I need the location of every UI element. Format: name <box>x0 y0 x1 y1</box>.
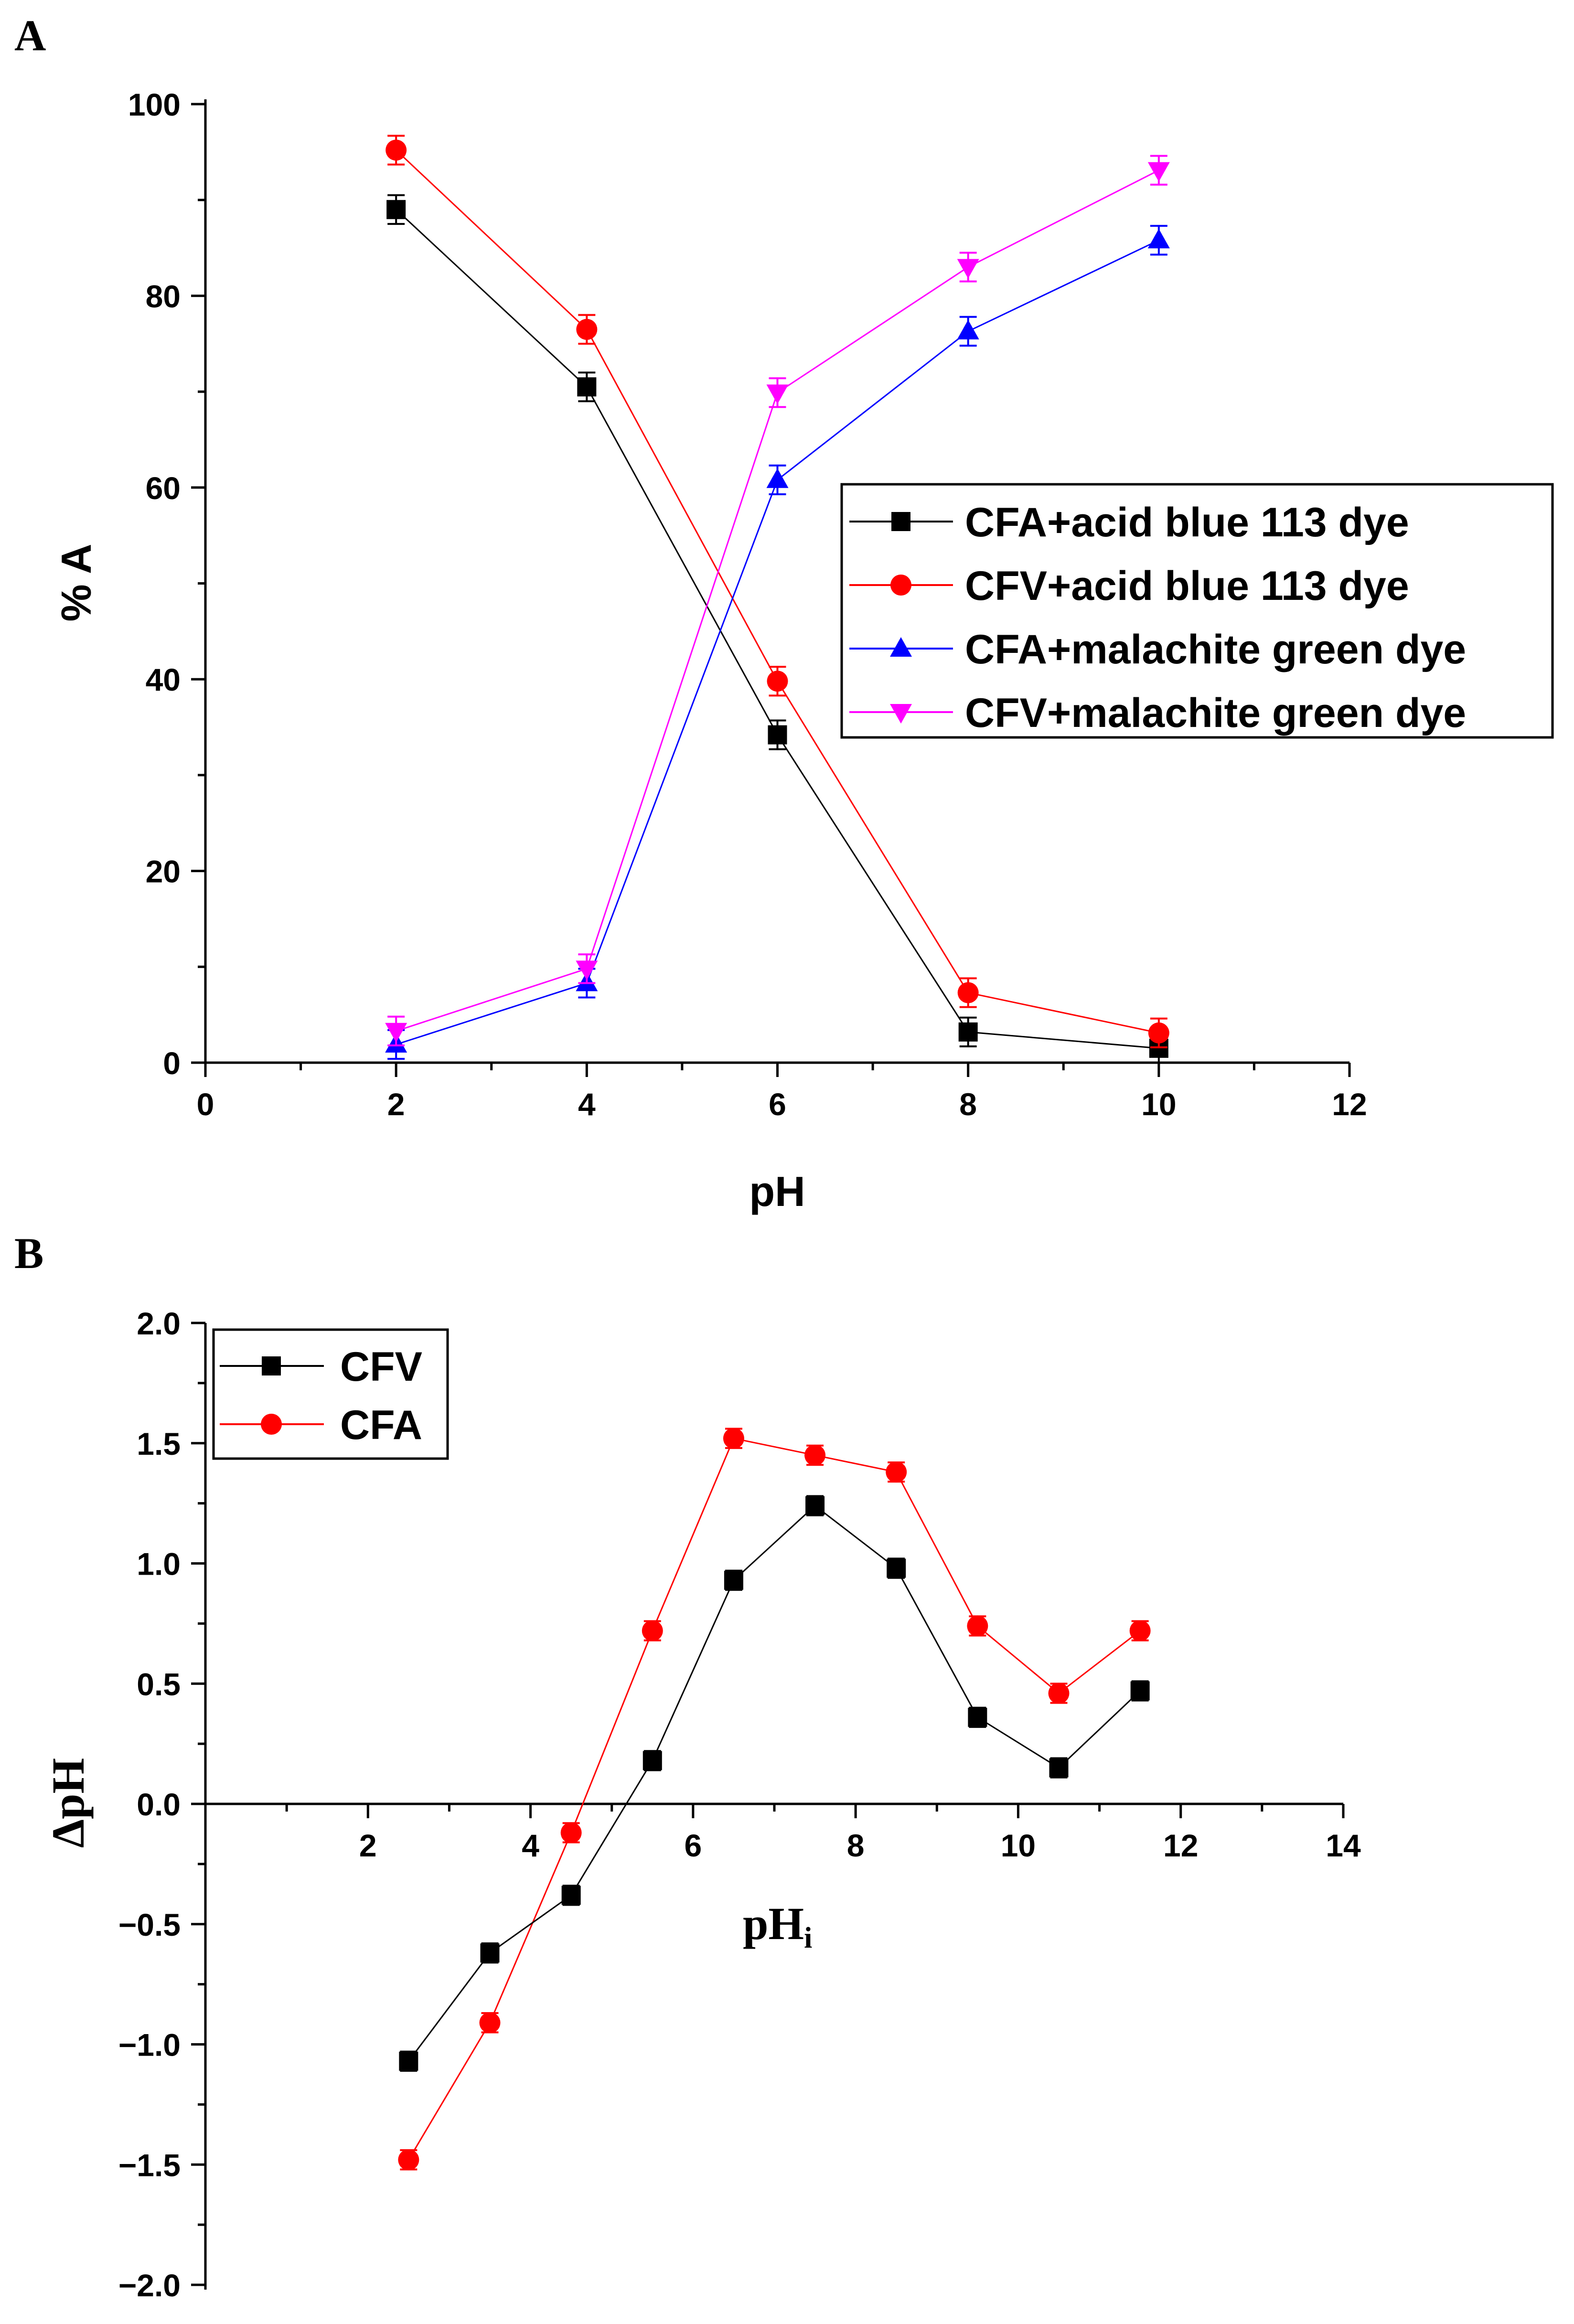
chart-a-legend-2-label: CFA+malachite green dye <box>965 627 1466 672</box>
chart-a-series-3-point <box>576 960 598 981</box>
chart-b-series-1-point <box>560 1822 582 1844</box>
chart-a-legend-0-marker <box>891 512 910 531</box>
chart-a-y-tick-label: 100 <box>128 87 181 122</box>
panel-a-letter: A <box>14 11 46 60</box>
chart-a-y-tick-label: 20 <box>146 854 181 889</box>
chart-a-x-tick-label: 2 <box>387 1087 405 1122</box>
chart-b-series-0-point <box>1049 1758 1069 1778</box>
chart-a-legend-3-label: CFV+malachite green dye <box>965 690 1466 736</box>
chart-a-y-tick-label: 40 <box>146 662 181 697</box>
chart-a-y-tick-label: 0 <box>163 1045 181 1081</box>
chart-b-x-tick-label: 14 <box>1326 1828 1361 1863</box>
chart-a-series-1-point <box>1148 1022 1169 1044</box>
chart-a-series-3-point <box>385 1023 407 1043</box>
chart-b-series-1-point <box>1129 1620 1151 1642</box>
chart-b-series-1-point <box>479 2012 501 2034</box>
chart-a-series-2-point <box>957 320 979 340</box>
chart-a-series-3-point <box>1147 162 1170 182</box>
chart-b-legend-0-label: CFV <box>340 1344 422 1390</box>
chart-b-series-0-line <box>408 1504 1141 2062</box>
chart-a-legend-box <box>840 483 1554 739</box>
chart-b-y-tick-label: −1.5 <box>118 2147 181 2183</box>
chart-b-series-1-point <box>886 1461 907 1483</box>
chart-a-legend-0-label: CFA+acid blue 113 dye <box>965 500 1409 545</box>
chart-a-legend-2-marker <box>890 637 912 657</box>
chart-a-legend-1-marker <box>890 575 911 596</box>
chart-b-y-tick-label: 1.5 <box>137 1426 181 1461</box>
chart-a-x-axis-title: pH <box>749 1168 805 1215</box>
chart-a-x-tick-label: 10 <box>1141 1087 1176 1122</box>
chart-a-series-0-point <box>386 200 406 219</box>
chart-b-series-1-point <box>642 1620 663 1642</box>
chart-a-series-2-point <box>1147 228 1170 248</box>
chart-b-series-0-point <box>1130 1681 1150 1701</box>
chart-b-y-tick-label: 0.5 <box>137 1666 181 1702</box>
chart-b-y-axis-title: ΔpH <box>43 1758 94 1848</box>
chart-b-legend-1-marker <box>261 1414 282 1435</box>
chart-b-x-tick-label: 2 <box>359 1828 377 1863</box>
chart-b-y-tick-label: −1.0 <box>118 2027 181 2063</box>
panel-b-letter: B <box>14 1229 43 1278</box>
chart-b-legend-0-marker <box>262 1356 281 1375</box>
chart-a-series-0-point <box>577 377 597 397</box>
chart-b-series-1-point <box>967 1615 988 1637</box>
chart-a-legend-1-label: CFV+acid blue 113 dye <box>965 563 1409 609</box>
chart-b-series-0-point <box>399 2051 418 2071</box>
chart-b-legend-box <box>212 1328 449 1460</box>
chart-a-legend-3-marker <box>890 704 912 724</box>
chart-b-x-tick-label: 4 <box>522 1828 539 1863</box>
chart-b-series-1-line <box>408 1437 1141 2160</box>
chart-b-x-axis-title-subscript: i <box>804 1922 812 1954</box>
chart-b: pHi ΔpH 2 4 6 8 10 12 14 −2.0 −1.5 −1.0 −0.5 0.0 0.5… <box>43 1306 1361 2303</box>
chart-b-series-1-point <box>398 2149 419 2171</box>
chart-a: pH % A 0 2 4 6 8 10 12 0 20 40 60 80 100 CFA+acid blu… <box>53 87 1554 1215</box>
chart-a-series-1-point <box>957 982 979 1003</box>
chart-a-series-1-point <box>767 671 788 692</box>
chart-a-series-3-point <box>766 384 789 405</box>
chart-b-x-tick-label: 6 <box>684 1828 702 1863</box>
chart-b-y-tick-label: 0.0 <box>137 1787 181 1822</box>
chart-b-series-1-point <box>1048 1683 1070 1704</box>
chart-a-series-0-point <box>768 725 787 745</box>
chart-b-legend-1-label: CFA <box>340 1402 422 1448</box>
chart-a-series-3-point <box>957 259 979 279</box>
chart-a-y-tick-label: 60 <box>146 470 181 506</box>
chart-b-x-tick-label: 8 <box>847 1828 865 1863</box>
chart-a-x-tick-label: 4 <box>578 1087 596 1122</box>
chart-b-series-0-point <box>805 1496 825 1515</box>
chart-b-series-1-point <box>723 1428 744 1449</box>
chart-a-x-tick-label: 8 <box>959 1087 977 1122</box>
chart-a-series-2-point <box>766 468 789 488</box>
chart-b-series-0-point <box>642 1751 662 1770</box>
chart-b-y-tick-label: 1.0 <box>137 1546 181 1582</box>
chart-a-series-1-point <box>576 319 598 340</box>
chart-b-x-tick-label: 12 <box>1163 1828 1198 1863</box>
chart-b-series-0-point <box>480 1943 500 1963</box>
chart-a-x-tick-label: 6 <box>769 1087 786 1122</box>
chart-b-y-tick-label: −2.0 <box>118 2268 181 2303</box>
chart-b-x-axis-title-main: pH <box>743 1898 804 1949</box>
chart-b-series-1-point <box>804 1444 826 1466</box>
chart-a-series-0-point <box>958 1022 978 1042</box>
chart-b-x-axis-title: pHi <box>743 1898 812 1954</box>
chart-b-series-0-point <box>887 1558 906 1578</box>
chart-b-legend: CFV CFA <box>212 1328 449 1460</box>
chart-b-y-tick-label: 2.0 <box>137 1306 181 1341</box>
chart-b-series-0-point <box>968 1707 987 1727</box>
chart-b-x-tick-label: 10 <box>1001 1828 1036 1863</box>
chart-b-series-0-point <box>724 1570 743 1590</box>
chart-a-y-axis-title: % A <box>53 544 100 622</box>
chart-a-y-tick-label: 80 <box>146 278 181 314</box>
chart-b-y-tick-label: −0.5 <box>118 1907 181 1942</box>
chart-a-series-1-point <box>385 139 407 161</box>
chart-b-series-0-point <box>561 1886 581 1905</box>
chart-a-legend: CFA+acid blue 113 dye CFV+acid blue 113 d… <box>840 483 1554 739</box>
chart-a-x-tick-label: 0 <box>197 1087 214 1122</box>
chart-a-x-tick-label: 12 <box>1332 1087 1367 1122</box>
